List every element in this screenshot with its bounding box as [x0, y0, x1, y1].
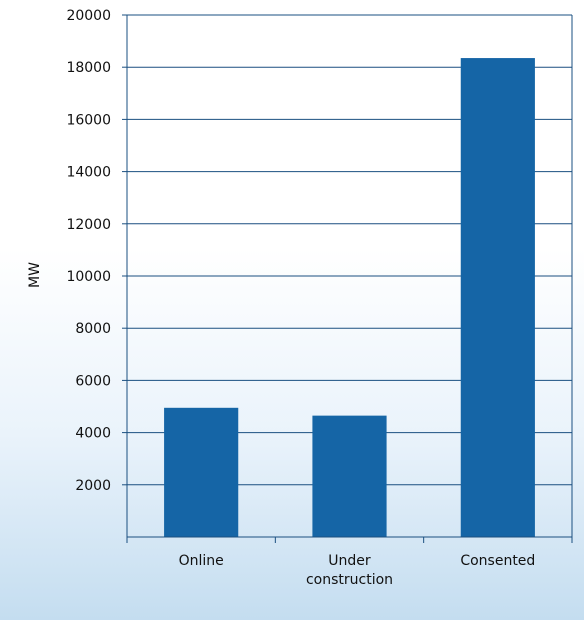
y-tick-label: 14000 — [66, 165, 111, 181]
bar-online — [164, 407, 239, 537]
y-tick-label: 2000 — [75, 478, 111, 494]
bar-consented — [460, 58, 535, 537]
y-tick-label: 6000 — [75, 373, 111, 389]
x-category-labels: Online Under construction Consented — [179, 553, 536, 588]
y-tick-label: 12000 — [66, 217, 111, 233]
bars — [164, 58, 535, 537]
y-tick-label: 10000 — [66, 269, 111, 285]
x-category-label: Consented — [460, 553, 535, 569]
y-tick-label: 8000 — [75, 321, 111, 337]
y-tick-labels: 2000 4000 6000 8000 10000 12000 14000 16000 1800… — [66, 8, 111, 494]
y-axis-title: MW — [27, 262, 43, 288]
x-category-label: Under construction — [306, 553, 393, 588]
y-tick-label: 16000 — [66, 112, 111, 128]
y-tick-label: 20000 — [66, 8, 111, 24]
y-tick-label: 4000 — [75, 426, 111, 442]
axes — [122, 14, 573, 543]
y-tick-label: 18000 — [66, 60, 111, 76]
bar-under-construction — [312, 415, 387, 537]
x-category-label: Online — [179, 553, 224, 569]
